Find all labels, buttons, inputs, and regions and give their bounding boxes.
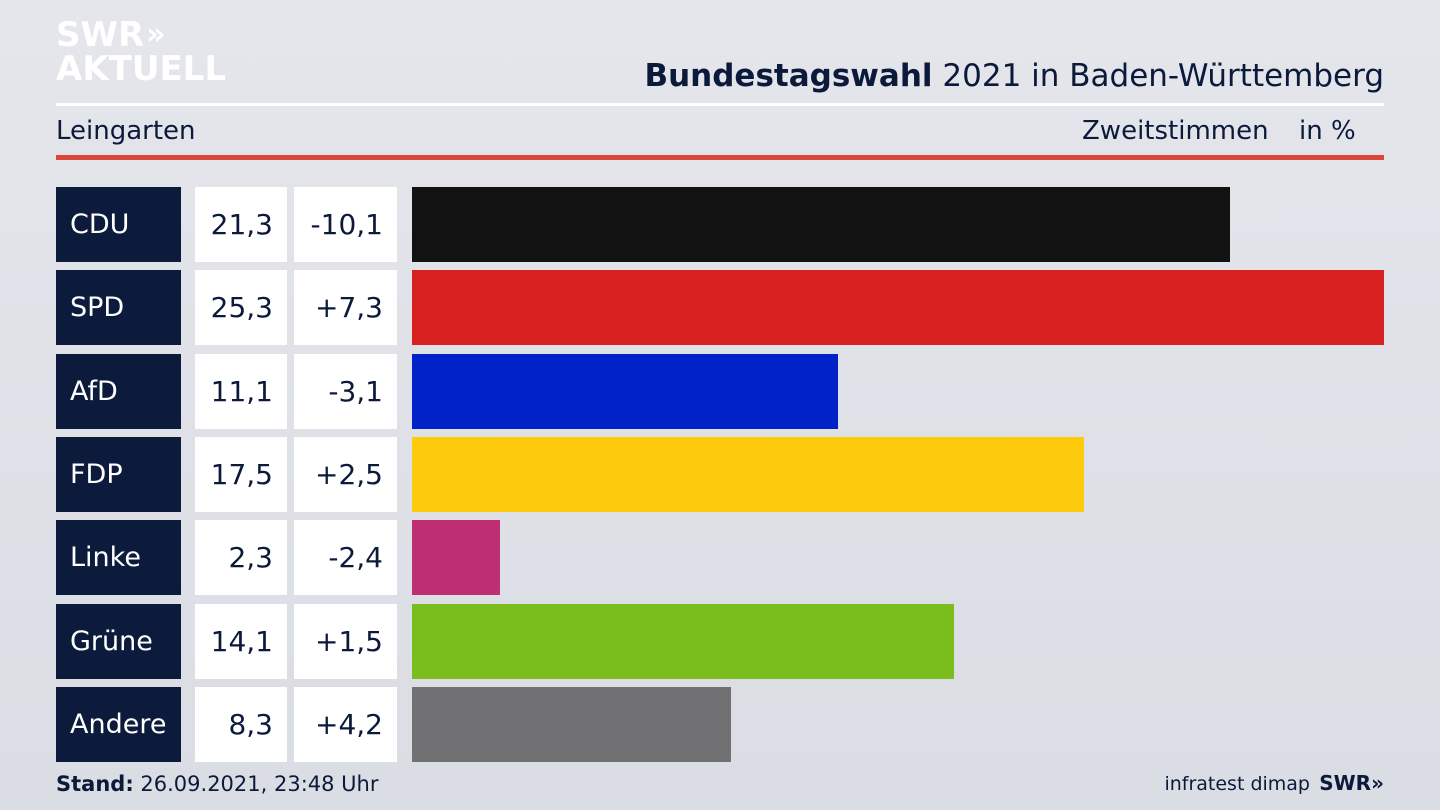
logo-swr: SWR bbox=[56, 15, 145, 55]
party-name: CDU bbox=[56, 187, 181, 262]
swr-aktuell-logo: SWR» AKTUELL bbox=[56, 15, 227, 89]
party-name: Linke bbox=[56, 520, 181, 596]
party-diff: -3,1 bbox=[294, 353, 397, 429]
party-row: Grüne 14,1 +1,5 bbox=[0, 603, 1440, 679]
party-bar bbox=[412, 270, 1384, 346]
timestamp-value: 26.09.2021, 23:48 Uhr bbox=[133, 772, 379, 796]
page-title: Bundestagswahl 2021 in Baden-Württemberg bbox=[644, 58, 1384, 94]
party-value: 14,1 bbox=[195, 603, 287, 679]
party-diff: -10,1 bbox=[294, 187, 397, 262]
chevron-right-icon: » bbox=[146, 17, 166, 52]
title-bold: Bundestagswahl bbox=[644, 58, 933, 94]
unit-label: in % bbox=[1299, 116, 1356, 146]
header-divider bbox=[56, 103, 1384, 106]
title-rest: 2021 in Baden-Württemberg bbox=[932, 58, 1384, 94]
party-row: CDU 21,3 -10,1 bbox=[0, 187, 1440, 262]
party-bar bbox=[412, 603, 954, 679]
party-name: FDP bbox=[56, 436, 181, 512]
party-diff: +4,2 bbox=[294, 686, 397, 762]
logo-aktuell: AKTUELL bbox=[56, 49, 227, 89]
party-row: FDP 17,5 +2,5 bbox=[0, 436, 1440, 512]
party-value: 8,3 bbox=[195, 686, 287, 762]
party-row: Andere 8,3 +4,2 bbox=[0, 686, 1440, 762]
party-value: 11,1 bbox=[195, 353, 287, 429]
region-label: Leingarten bbox=[56, 116, 196, 146]
party-row: Linke 2,3 -2,4 bbox=[0, 520, 1440, 596]
party-bar bbox=[412, 520, 500, 596]
swr-brand-logo: SWR» bbox=[1319, 771, 1384, 795]
party-value: 2,3 bbox=[195, 520, 287, 596]
party-bar bbox=[412, 436, 1084, 512]
party-name: Andere bbox=[56, 686, 181, 762]
vote-type-label: Zweitstimmen bbox=[1082, 116, 1269, 146]
party-bar bbox=[412, 353, 838, 429]
timestamp: Stand: 26.09.2021, 23:48 Uhr bbox=[56, 772, 379, 796]
accent-divider bbox=[56, 155, 1384, 160]
party-diff: +1,5 bbox=[294, 603, 397, 679]
source-label: infratest dimap bbox=[1164, 773, 1310, 795]
party-value: 25,3 bbox=[195, 270, 287, 346]
party-diff: -2,4 bbox=[294, 520, 397, 596]
party-row: SPD 25,3 +7,3 bbox=[0, 270, 1440, 346]
party-name: AfD bbox=[56, 353, 181, 429]
party-name: Grüne bbox=[56, 603, 181, 679]
party-bar bbox=[412, 686, 731, 762]
party-diff: +7,3 bbox=[294, 270, 397, 346]
party-bar bbox=[412, 187, 1230, 262]
timestamp-label: Stand: bbox=[56, 772, 134, 796]
party-value: 21,3 bbox=[195, 187, 287, 262]
party-row: AfD 11,1 -3,1 bbox=[0, 353, 1440, 429]
party-value: 17,5 bbox=[195, 436, 287, 512]
party-diff: +2,5 bbox=[294, 436, 397, 512]
party-name: SPD bbox=[56, 270, 181, 346]
